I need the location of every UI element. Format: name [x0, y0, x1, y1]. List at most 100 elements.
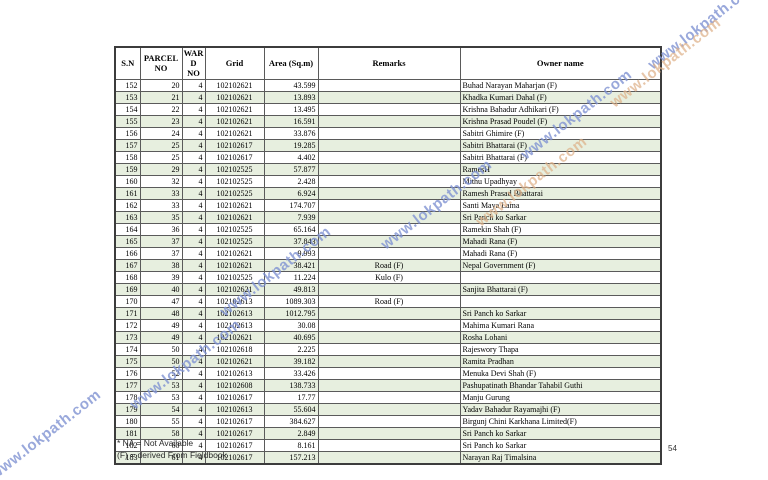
cell-remarks — [317, 331, 461, 345]
table-row: 166 37 4 102102621 9.993 Mahadi Rana (F) — [114, 247, 662, 261]
cell-ward-no: 4 — [181, 127, 206, 141]
cell-remarks — [317, 307, 461, 321]
cell-area: 13.495 — [263, 103, 319, 117]
table-row: 172 49 4 102102613 30.08 Mahima Kumari Rana — [114, 319, 662, 333]
cell-ward-no: 4 — [181, 235, 206, 249]
column-header-area: Area (Sq.m) — [263, 46, 319, 81]
cell-ward-no: 4 — [181, 139, 206, 153]
cell-owner-name: Manju Gurung — [459, 391, 662, 405]
cell-remarks — [317, 355, 461, 369]
cell-parcel-no: 50 — [139, 355, 183, 369]
cell-area: 33.426 — [263, 367, 319, 381]
cell-area: 2.225 — [263, 343, 319, 357]
cell-sn: 176 — [114, 367, 141, 381]
cell-ward-no: 4 — [181, 343, 206, 357]
cell-ward-no: 4 — [181, 391, 206, 405]
cell-ward-no: 4 — [181, 79, 206, 93]
cell-ward-no: 4 — [181, 199, 206, 213]
cell-sn: 160 — [114, 175, 141, 189]
cell-owner-name: Sri Panch ko Sarkar — [459, 427, 662, 441]
cell-sn: 159 — [114, 163, 141, 177]
cell-area: 13.893 — [263, 91, 319, 105]
cell-ward-no: 4 — [181, 271, 206, 285]
watermark-text: www.lokpath.com — [644, 0, 763, 74]
cell-sn: 168 — [114, 271, 141, 285]
cell-sn: 182 — [114, 439, 141, 453]
cell-owner-name: Sri Panch ko Sarkar — [459, 307, 662, 321]
cell-owner-name: Krishna Prasad Poudel (F) — [459, 115, 662, 129]
cell-grid: 102102525 — [204, 175, 265, 189]
cell-remarks — [317, 343, 461, 357]
cell-area: 57.877 — [263, 163, 319, 177]
cell-sn: 152 — [114, 79, 141, 93]
cell-remarks — [317, 247, 461, 261]
cell-owner-name: Sri Panch ko Sarkar — [459, 211, 662, 225]
cell-parcel-no: 33 — [139, 187, 183, 201]
table-row: 182 60 4 102102617 8.161 Sri Panch ko Sarkar — [114, 439, 662, 453]
cell-remarks — [317, 163, 461, 177]
cell-remarks — [317, 187, 461, 201]
cell-parcel-no: 60 — [139, 439, 183, 453]
cell-parcel-no: 25 — [139, 139, 183, 153]
cell-grid: 102102621 — [204, 211, 265, 225]
cell-sn: 163 — [114, 211, 141, 225]
cell-area: 65.164 — [263, 223, 319, 237]
cell-remarks — [317, 451, 461, 465]
table-row: 170 47 4 102102613 1089.303 Road (F) — [114, 295, 662, 309]
cell-sn: 174 — [114, 343, 141, 357]
cell-grid: 102102613 — [204, 319, 265, 333]
cell-grid: 102102613 — [204, 403, 265, 417]
cell-area: 11.224 — [263, 271, 319, 285]
cell-ward-no: 4 — [181, 307, 206, 321]
cell-remarks: Kulo (F) — [317, 271, 461, 285]
cell-owner-name: Ramesh Prasad Bhattarai — [459, 187, 662, 201]
cell-remarks — [317, 415, 461, 429]
cell-owner-name: Krishna Bahadur Adhikari (F) — [459, 103, 662, 117]
table-row: 157 25 4 102102617 19.285 Sabitri Bhattarai (… — [114, 139, 662, 153]
table-row: 162 33 4 102102621 174.707 Santi Maya Lama — [114, 199, 662, 213]
table-row: 176 52 4 102102613 33.426 Menuka Devi Shah (F… — [114, 367, 662, 381]
cell-ward-no: 4 — [181, 223, 206, 237]
cell-ward-no: 4 — [181, 331, 206, 345]
cell-area: 33.876 — [263, 127, 319, 141]
cell-remarks — [317, 91, 461, 105]
cell-parcel-no: 23 — [139, 115, 183, 129]
cell-ward-no: 4 — [181, 151, 206, 165]
cell-ward-no: 4 — [181, 283, 206, 297]
cell-area: 39.182 — [263, 355, 319, 369]
table-row: 158 25 4 102102617 4.402 Sabitri Bhattarai (F… — [114, 151, 662, 165]
table-row: 165 37 4 102102525 37.843 Mahadi Rana (F) — [114, 235, 662, 249]
cell-remarks — [317, 427, 461, 441]
watermark-text: www.lokpath.com — [0, 386, 105, 480]
cell-sn: 171 — [114, 307, 141, 321]
cell-ward-no: 4 — [181, 247, 206, 261]
cell-owner-name: Sanjita Bhattarai (F) — [459, 283, 662, 297]
cell-area: 38.421 — [263, 259, 319, 273]
cell-sn: 158 — [114, 151, 141, 165]
cell-area: 7.939 — [263, 211, 319, 225]
cell-ward-no: 4 — [181, 259, 206, 273]
cell-sn: 156 — [114, 127, 141, 141]
cell-owner-name: Sabitri Ghimire (F) — [459, 127, 662, 141]
parcel-table: S.N PARCEL NO WAR D NO Grid Area (Sq.m) Remar… — [114, 46, 662, 466]
cell-area: 17.77 — [263, 391, 319, 405]
cell-area: 174.707 — [263, 199, 319, 213]
cell-area: 40.695 — [263, 331, 319, 345]
table-row: 163 35 4 102102621 7.939 Sri Panch ko Sarkar — [114, 211, 662, 225]
cell-area: 138.733 — [263, 379, 319, 393]
cell-owner-name: Birgunj Chini Karkhana Limited(F) — [459, 415, 662, 429]
cell-remarks — [317, 115, 461, 129]
cell-grid: 102102621 — [204, 247, 265, 261]
cell-parcel-no: 22 — [139, 103, 183, 117]
cell-sn: 179 — [114, 403, 141, 417]
cell-area: 49.813 — [263, 283, 319, 297]
cell-area: 30.08 — [263, 319, 319, 333]
cell-area: 4.402 — [263, 151, 319, 165]
cell-area: 2.428 — [263, 175, 319, 189]
cell-sn: 167 — [114, 259, 141, 273]
cell-ward-no: 4 — [181, 415, 206, 429]
cell-area: 6.924 — [263, 187, 319, 201]
column-header-ward-no: WAR D NO — [181, 46, 206, 81]
cell-parcel-no: 50 — [139, 343, 183, 357]
